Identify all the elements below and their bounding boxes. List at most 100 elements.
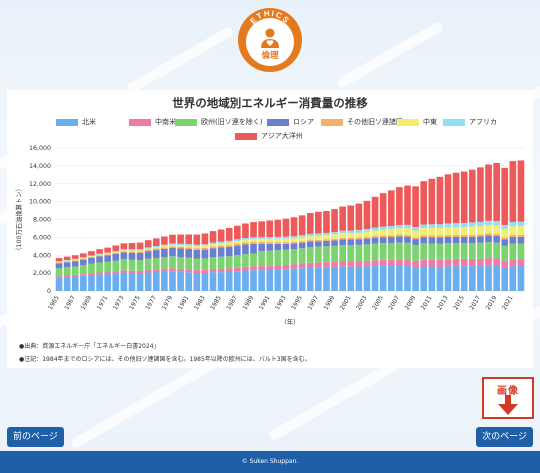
bar-segment	[412, 267, 419, 291]
bar-segment	[193, 246, 201, 249]
bar-segment	[396, 187, 403, 226]
bar-segment	[234, 239, 241, 242]
bar-segment	[355, 232, 363, 238]
bar-segment	[152, 250, 160, 258]
bar-segment	[460, 266, 468, 291]
x-tick-label: 1981	[177, 294, 191, 311]
legend-item[interactable]: 中南米	[129, 117, 176, 127]
bar-segment	[266, 243, 274, 251]
bar-segment	[234, 267, 241, 272]
legend-item[interactable]: その他旧ソ連諸国	[321, 117, 403, 127]
bar-segment	[96, 272, 103, 275]
bar-segment	[298, 235, 306, 238]
bar-segment	[477, 226, 484, 235]
bar-segment	[169, 256, 176, 269]
x-tick-label: 2015	[452, 294, 466, 311]
bar-segment	[63, 259, 71, 261]
bar-segment	[136, 251, 144, 253]
bar-segment	[387, 243, 395, 260]
next-page-button[interactable]: 次のページ	[476, 427, 533, 447]
bar-segment	[161, 271, 168, 291]
bar-segment	[323, 211, 330, 233]
bar-segment	[412, 260, 419, 268]
bar-segment	[323, 240, 330, 247]
bar-segment	[80, 258, 87, 260]
bar-segment	[339, 237, 346, 240]
bar-segment	[509, 236, 517, 244]
legend-label: アジア大洋州	[261, 132, 303, 140]
bar-segment	[290, 238, 298, 242]
bar-segment	[387, 190, 395, 227]
bg-streak	[335, 20, 445, 90]
legend-item[interactable]: ロシア	[267, 117, 314, 127]
bar-segment	[201, 233, 209, 245]
bar-segment	[242, 244, 249, 255]
bar-segment	[152, 269, 160, 273]
bar-segment	[315, 239, 322, 242]
bar-segment	[193, 249, 201, 259]
bar-segment	[509, 266, 517, 291]
bar-segment	[331, 238, 338, 241]
bar-segment	[298, 215, 306, 236]
bar-segment	[339, 261, 346, 267]
bar-segment	[485, 235, 492, 243]
bar-segment	[55, 258, 63, 262]
bar-segment	[152, 247, 160, 249]
legend-item[interactable]: 北米	[56, 117, 96, 127]
legend-item[interactable]: アジア大洋州	[235, 131, 303, 141]
bar-segment	[80, 259, 87, 266]
bar-segment	[209, 244, 217, 247]
legend-label: 中東	[423, 118, 437, 126]
bar-segment	[396, 234, 403, 237]
prev-page-button[interactable]: 前のページ	[7, 427, 64, 447]
bar-segment	[201, 273, 209, 291]
bar-segment	[282, 243, 290, 250]
bar-segment	[355, 244, 363, 262]
bar-segment	[144, 258, 152, 271]
x-tick-label: 2011	[420, 294, 434, 311]
bar-segment	[161, 256, 168, 269]
bar-segment	[428, 235, 436, 238]
bar-segment	[152, 248, 160, 251]
bar-segment	[469, 222, 476, 227]
legend-item[interactable]: アフリカ	[443, 117, 497, 127]
bar-segment	[161, 236, 168, 245]
bar-segment	[501, 260, 509, 268]
bar-segment	[258, 270, 265, 291]
bar-segment	[452, 223, 460, 228]
bar-segment	[120, 252, 128, 260]
x-tick-label: 2013	[436, 294, 450, 311]
bar-segment	[266, 237, 274, 239]
bar-segment	[120, 249, 128, 251]
bar-segment	[152, 246, 160, 248]
bar-segment	[152, 238, 160, 246]
bar-segment	[501, 229, 509, 238]
bar-segment	[128, 243, 136, 250]
bar-segment	[428, 259, 436, 267]
bar-segment	[282, 242, 290, 244]
bar-segment	[379, 237, 387, 244]
bar-segment	[242, 242, 249, 245]
bar-segment	[104, 247, 111, 253]
bar-segment	[128, 259, 136, 271]
bar-segment	[298, 241, 306, 243]
bar-segment	[347, 230, 355, 234]
bar-segment	[144, 251, 152, 259]
legend-item[interactable]: 中東	[397, 117, 437, 127]
bar-segment	[209, 272, 217, 291]
bar-segment	[88, 256, 95, 257]
bar-segment	[63, 256, 71, 260]
bar-segment	[306, 241, 314, 248]
bar-segment	[493, 265, 500, 291]
bar-segment	[404, 185, 411, 225]
legend-item[interactable]: 欧州(旧ソ連を除く)	[175, 117, 262, 127]
bar-segment	[177, 268, 184, 272]
bar-segment	[355, 203, 363, 230]
bar-segment	[517, 265, 525, 291]
bar-segment	[420, 266, 428, 291]
bar-segment	[404, 242, 411, 260]
down-arrow-icon	[498, 395, 518, 415]
bar-segment	[371, 243, 379, 261]
stacked-bar-chart: 0 2,000 4,000 6,000 8,000 10,000 12,000 14,000 1…	[14, 145, 525, 326]
image-button[interactable]: 画像	[482, 377, 534, 419]
